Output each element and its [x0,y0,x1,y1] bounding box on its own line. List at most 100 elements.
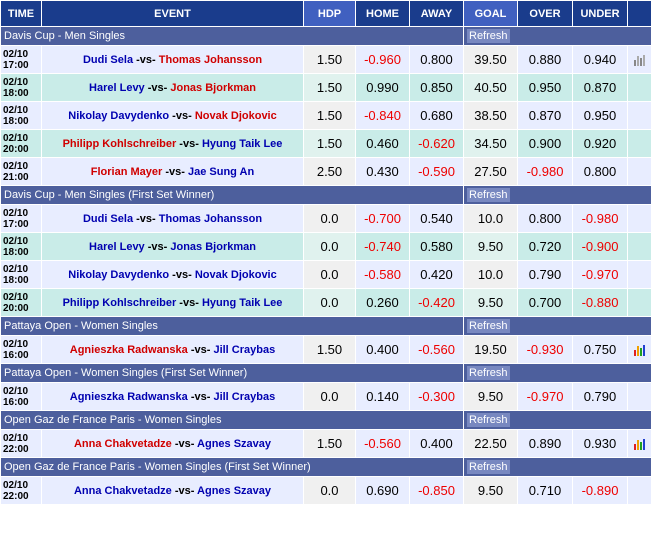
away-team[interactable]: Novak Djokovic [194,109,277,122]
away-team[interactable]: Thomas Johansson [158,53,263,66]
away-team[interactable]: Jill Craybas [213,343,276,356]
col-hdp[interactable]: HDP [303,0,356,27]
home-team[interactable]: Philipp Kohlschreiber [62,137,177,150]
over-odds-cell[interactable]: 0.710 [517,476,573,505]
away-odds-cell[interactable]: -0.590 [409,157,464,186]
hdp-cell[interactable]: 1.50 [303,129,356,158]
home-odds-cell[interactable]: 0.990 [355,73,410,102]
under-odds-cell[interactable]: -0.890 [572,476,628,505]
home-odds-cell[interactable]: -0.740 [355,232,410,261]
over-odds-cell[interactable]: 0.890 [517,429,573,458]
home-team[interactable]: Dudi Sela [82,53,134,66]
over-odds-cell[interactable]: 0.790 [517,260,573,289]
goal-cell[interactable]: 19.50 [463,335,518,364]
over-odds-cell[interactable]: -0.980 [517,157,573,186]
bar-chart-icon[interactable] [633,345,646,357]
over-odds-cell[interactable]: -0.930 [517,335,573,364]
away-odds-cell[interactable]: -0.620 [409,129,464,158]
goal-cell[interactable]: 9.50 [463,476,518,505]
home-team[interactable]: Anna Chakvetadze [73,484,172,497]
away-odds-cell[interactable]: -0.420 [409,288,464,317]
col-away[interactable]: AWAY [409,0,464,27]
away-odds-cell[interactable]: 0.850 [409,73,464,102]
home-team[interactable]: Florian Mayer [90,165,163,178]
hdp-cell[interactable]: 2.50 [303,157,356,186]
bar-chart-icon[interactable] [633,439,646,451]
hdp-cell[interactable]: 0.0 [303,260,356,289]
away-team[interactable]: Novak Djokovic [194,268,277,281]
goal-cell[interactable]: 22.50 [463,429,518,458]
away-team[interactable]: Jonas Bjorkman [170,81,256,94]
goal-cell[interactable]: 10.0 [463,260,518,289]
home-team[interactable]: Dudi Sela [82,212,134,225]
under-odds-cell[interactable]: 0.750 [572,335,628,364]
under-odds-cell[interactable]: -0.970 [572,260,628,289]
under-odds-cell[interactable]: 0.950 [572,101,628,130]
away-odds-cell[interactable]: 0.540 [409,204,464,233]
away-team[interactable]: Agnes Szavay [197,484,272,497]
away-team[interactable]: Jae Sung An [188,165,255,178]
away-team[interactable]: Hyung Taik Lee [201,296,283,309]
refresh-button[interactable]: Refresh [467,366,510,380]
home-team[interactable]: Nikolay Davydenko [68,268,170,281]
home-odds-cell[interactable]: 0.430 [355,157,410,186]
away-team[interactable]: Thomas Johansson [158,212,263,225]
home-odds-cell[interactable]: 0.140 [355,382,410,411]
away-odds-cell[interactable]: -0.300 [409,382,464,411]
refresh-button[interactable]: Refresh [467,413,510,427]
col-home[interactable]: HOME [355,0,410,27]
home-odds-cell[interactable]: -0.960 [355,45,410,74]
goal-cell[interactable]: 9.50 [463,232,518,261]
away-odds-cell[interactable]: -0.560 [409,335,464,364]
home-odds-cell[interactable]: -0.840 [355,101,410,130]
over-odds-cell[interactable]: 0.870 [517,101,573,130]
over-odds-cell[interactable]: 0.880 [517,45,573,74]
under-odds-cell[interactable]: -0.880 [572,288,628,317]
away-team[interactable]: Hyung Taik Lee [201,137,283,150]
goal-cell[interactable]: 39.50 [463,45,518,74]
home-odds-cell[interactable]: -0.560 [355,429,410,458]
under-odds-cell[interactable]: 0.930 [572,429,628,458]
away-odds-cell[interactable]: 0.680 [409,101,464,130]
home-odds-cell[interactable]: 0.260 [355,288,410,317]
under-odds-cell[interactable]: 0.800 [572,157,628,186]
away-team[interactable]: Agnes Szavay [197,437,272,450]
away-team[interactable]: Jill Craybas [213,390,276,403]
hdp-cell[interactable]: 0.0 [303,382,356,411]
over-odds-cell[interactable]: 0.720 [517,232,573,261]
goal-cell[interactable]: 9.50 [463,288,518,317]
bar-chart-icon[interactable] [633,55,646,67]
under-odds-cell[interactable]: 0.870 [572,73,628,102]
under-odds-cell[interactable]: -0.900 [572,232,628,261]
over-odds-cell[interactable]: 0.800 [517,204,573,233]
goal-cell[interactable]: 38.50 [463,101,518,130]
hdp-cell[interactable]: 0.0 [303,476,356,505]
away-odds-cell[interactable]: 0.400 [409,429,464,458]
over-odds-cell[interactable]: -0.970 [517,382,573,411]
refresh-button[interactable]: Refresh [467,460,510,474]
over-odds-cell[interactable]: 0.900 [517,129,573,158]
home-team[interactable]: Agnieszka Radwanska [69,390,188,403]
away-odds-cell[interactable]: 0.800 [409,45,464,74]
refresh-button[interactable]: Refresh [467,29,510,43]
home-team[interactable]: Harel Levy [89,240,145,253]
home-odds-cell[interactable]: 0.400 [355,335,410,364]
home-odds-cell[interactable]: 0.460 [355,129,410,158]
home-team[interactable]: Harel Levy [89,81,145,94]
hdp-cell[interactable]: 1.50 [303,73,356,102]
under-odds-cell[interactable]: 0.790 [572,382,628,411]
away-odds-cell[interactable]: 0.580 [409,232,464,261]
hdp-cell[interactable]: 1.50 [303,335,356,364]
home-team[interactable]: Nikolay Davydenko [68,109,170,122]
over-odds-cell[interactable]: 0.700 [517,288,573,317]
goal-cell[interactable]: 9.50 [463,382,518,411]
under-odds-cell[interactable]: -0.980 [572,204,628,233]
col-goal[interactable]: GOAL [463,0,518,27]
away-odds-cell[interactable]: 0.420 [409,260,464,289]
goal-cell[interactable]: 27.50 [463,157,518,186]
hdp-cell[interactable]: 0.0 [303,232,356,261]
goal-cell[interactable]: 34.50 [463,129,518,158]
home-odds-cell[interactable]: 0.690 [355,476,410,505]
hdp-cell[interactable]: 0.0 [303,288,356,317]
home-team[interactable]: Philipp Kohlschreiber [62,296,177,309]
